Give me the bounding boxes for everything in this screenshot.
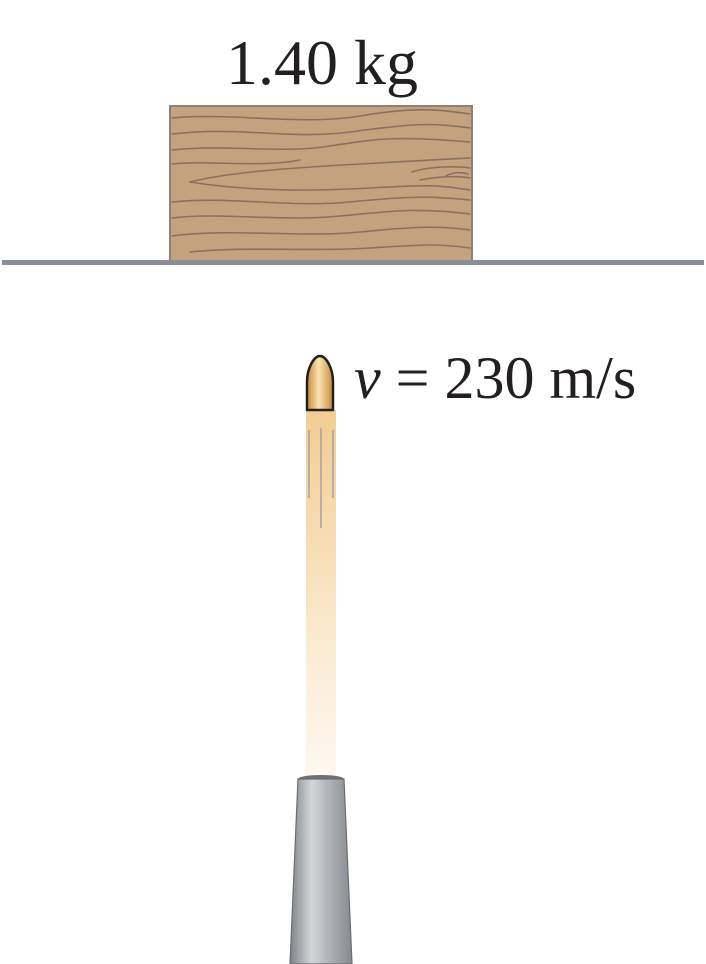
velocity-value: 230 m/s: [444, 345, 636, 411]
surface-line: [2, 260, 704, 265]
bullet: [305, 354, 335, 412]
wooden-block: [169, 105, 473, 263]
velocity-equals: =: [381, 345, 445, 411]
velocity-label: v = 230 m/s: [354, 345, 636, 411]
block-mass-label: 1.40 kg: [226, 27, 418, 98]
bullet-trail: [306, 410, 336, 778]
gun-barrel: [289, 775, 353, 964]
wood-grain: [171, 108, 471, 253]
barrel-body: [289, 778, 353, 964]
block-body: [169, 105, 473, 263]
velocity-symbol: v: [354, 345, 381, 411]
